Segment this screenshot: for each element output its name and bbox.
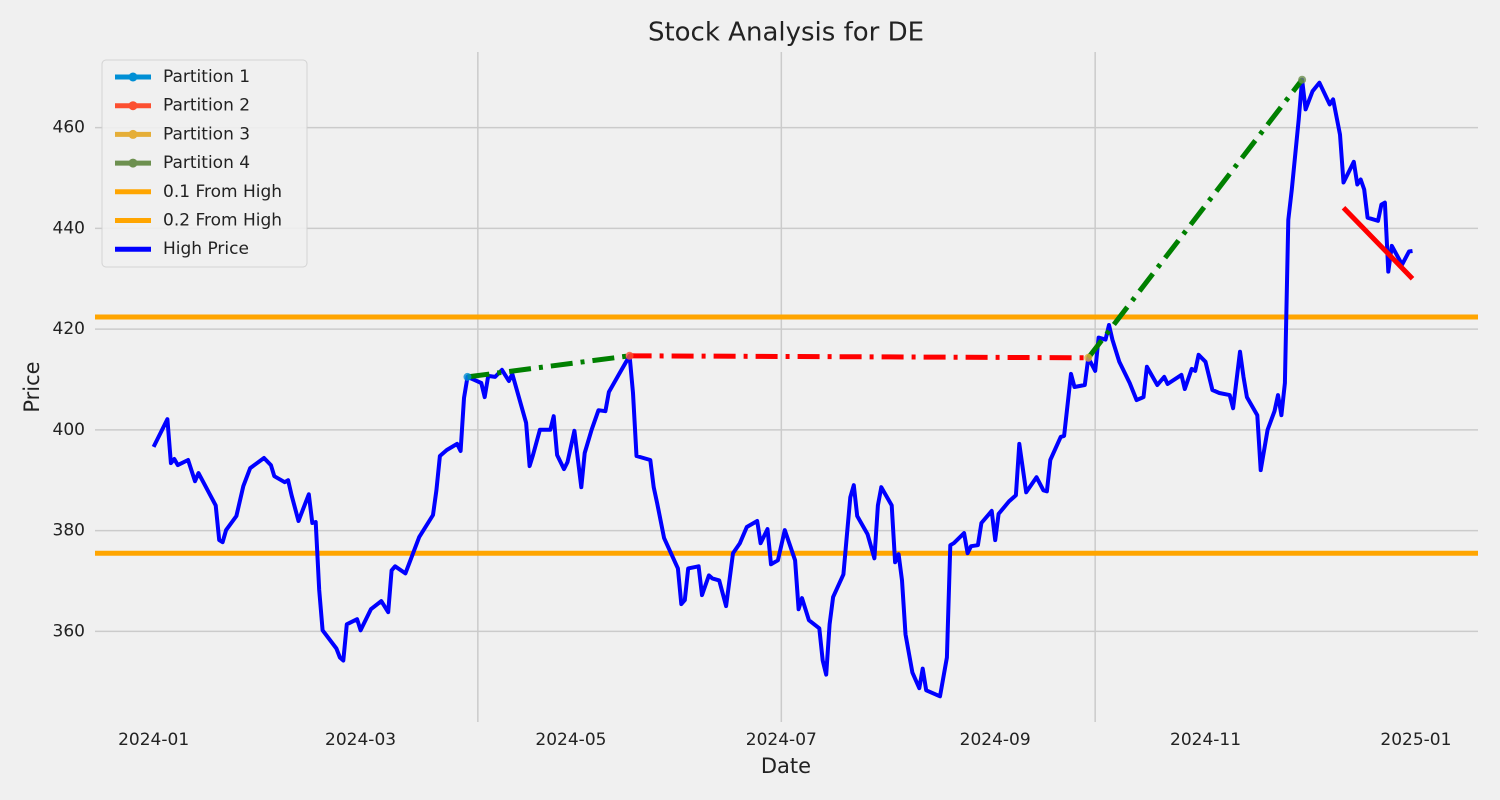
trend-line [1086, 78, 1305, 360]
price-line [151, 77, 1413, 699]
legend-label: 0.2 From High [163, 211, 282, 231]
trend-line [467, 353, 630, 380]
x-tick-label: 2024-09 [960, 730, 1031, 750]
legend-label: Partition 1 [163, 67, 250, 87]
legend-label: 0.1 From High [163, 182, 282, 202]
y-tick-label: 380 [53, 521, 85, 541]
y-tick-label: 400 [53, 420, 85, 440]
x-tick-label: 2024-05 [535, 730, 606, 750]
legend-label: High Price [163, 239, 249, 259]
trend-line [629, 353, 1089, 361]
x-tick-label: 2024-11 [1170, 730, 1241, 750]
y-tick-label: 440 [53, 218, 85, 238]
x-tick-label: 2024-03 [325, 730, 396, 750]
partition-point [625, 351, 634, 360]
legend-label: Partition 4 [163, 153, 250, 173]
partition-point [1298, 75, 1307, 84]
y-tick-label: 420 [53, 319, 85, 339]
x-tick-label: 2024-01 [118, 730, 189, 750]
chart-title: Stock Analysis for DE [648, 18, 924, 48]
y-tick-label: 460 [53, 118, 85, 138]
trend-line [1341, 205, 1415, 281]
y-axis-label: Price [20, 361, 44, 412]
x-tick-label: 2025-01 [1380, 730, 1451, 750]
y-tick-label: 360 [53, 621, 85, 641]
legend-label: Partition 3 [163, 124, 250, 144]
partition-point [1084, 353, 1093, 362]
legend-marker [128, 72, 138, 82]
legend-marker [128, 129, 138, 139]
partition-point [463, 372, 472, 381]
legend-box [101, 59, 308, 268]
legend-marker [128, 158, 138, 168]
x-axis-label: Date [761, 754, 811, 778]
legend-label: Partition 2 [163, 96, 250, 116]
legend: Partition 1 Partition 2 Partition 3 Partiti… [101, 59, 308, 268]
x-tick-label: 2024-07 [746, 730, 817, 750]
legend-marker [128, 101, 138, 111]
